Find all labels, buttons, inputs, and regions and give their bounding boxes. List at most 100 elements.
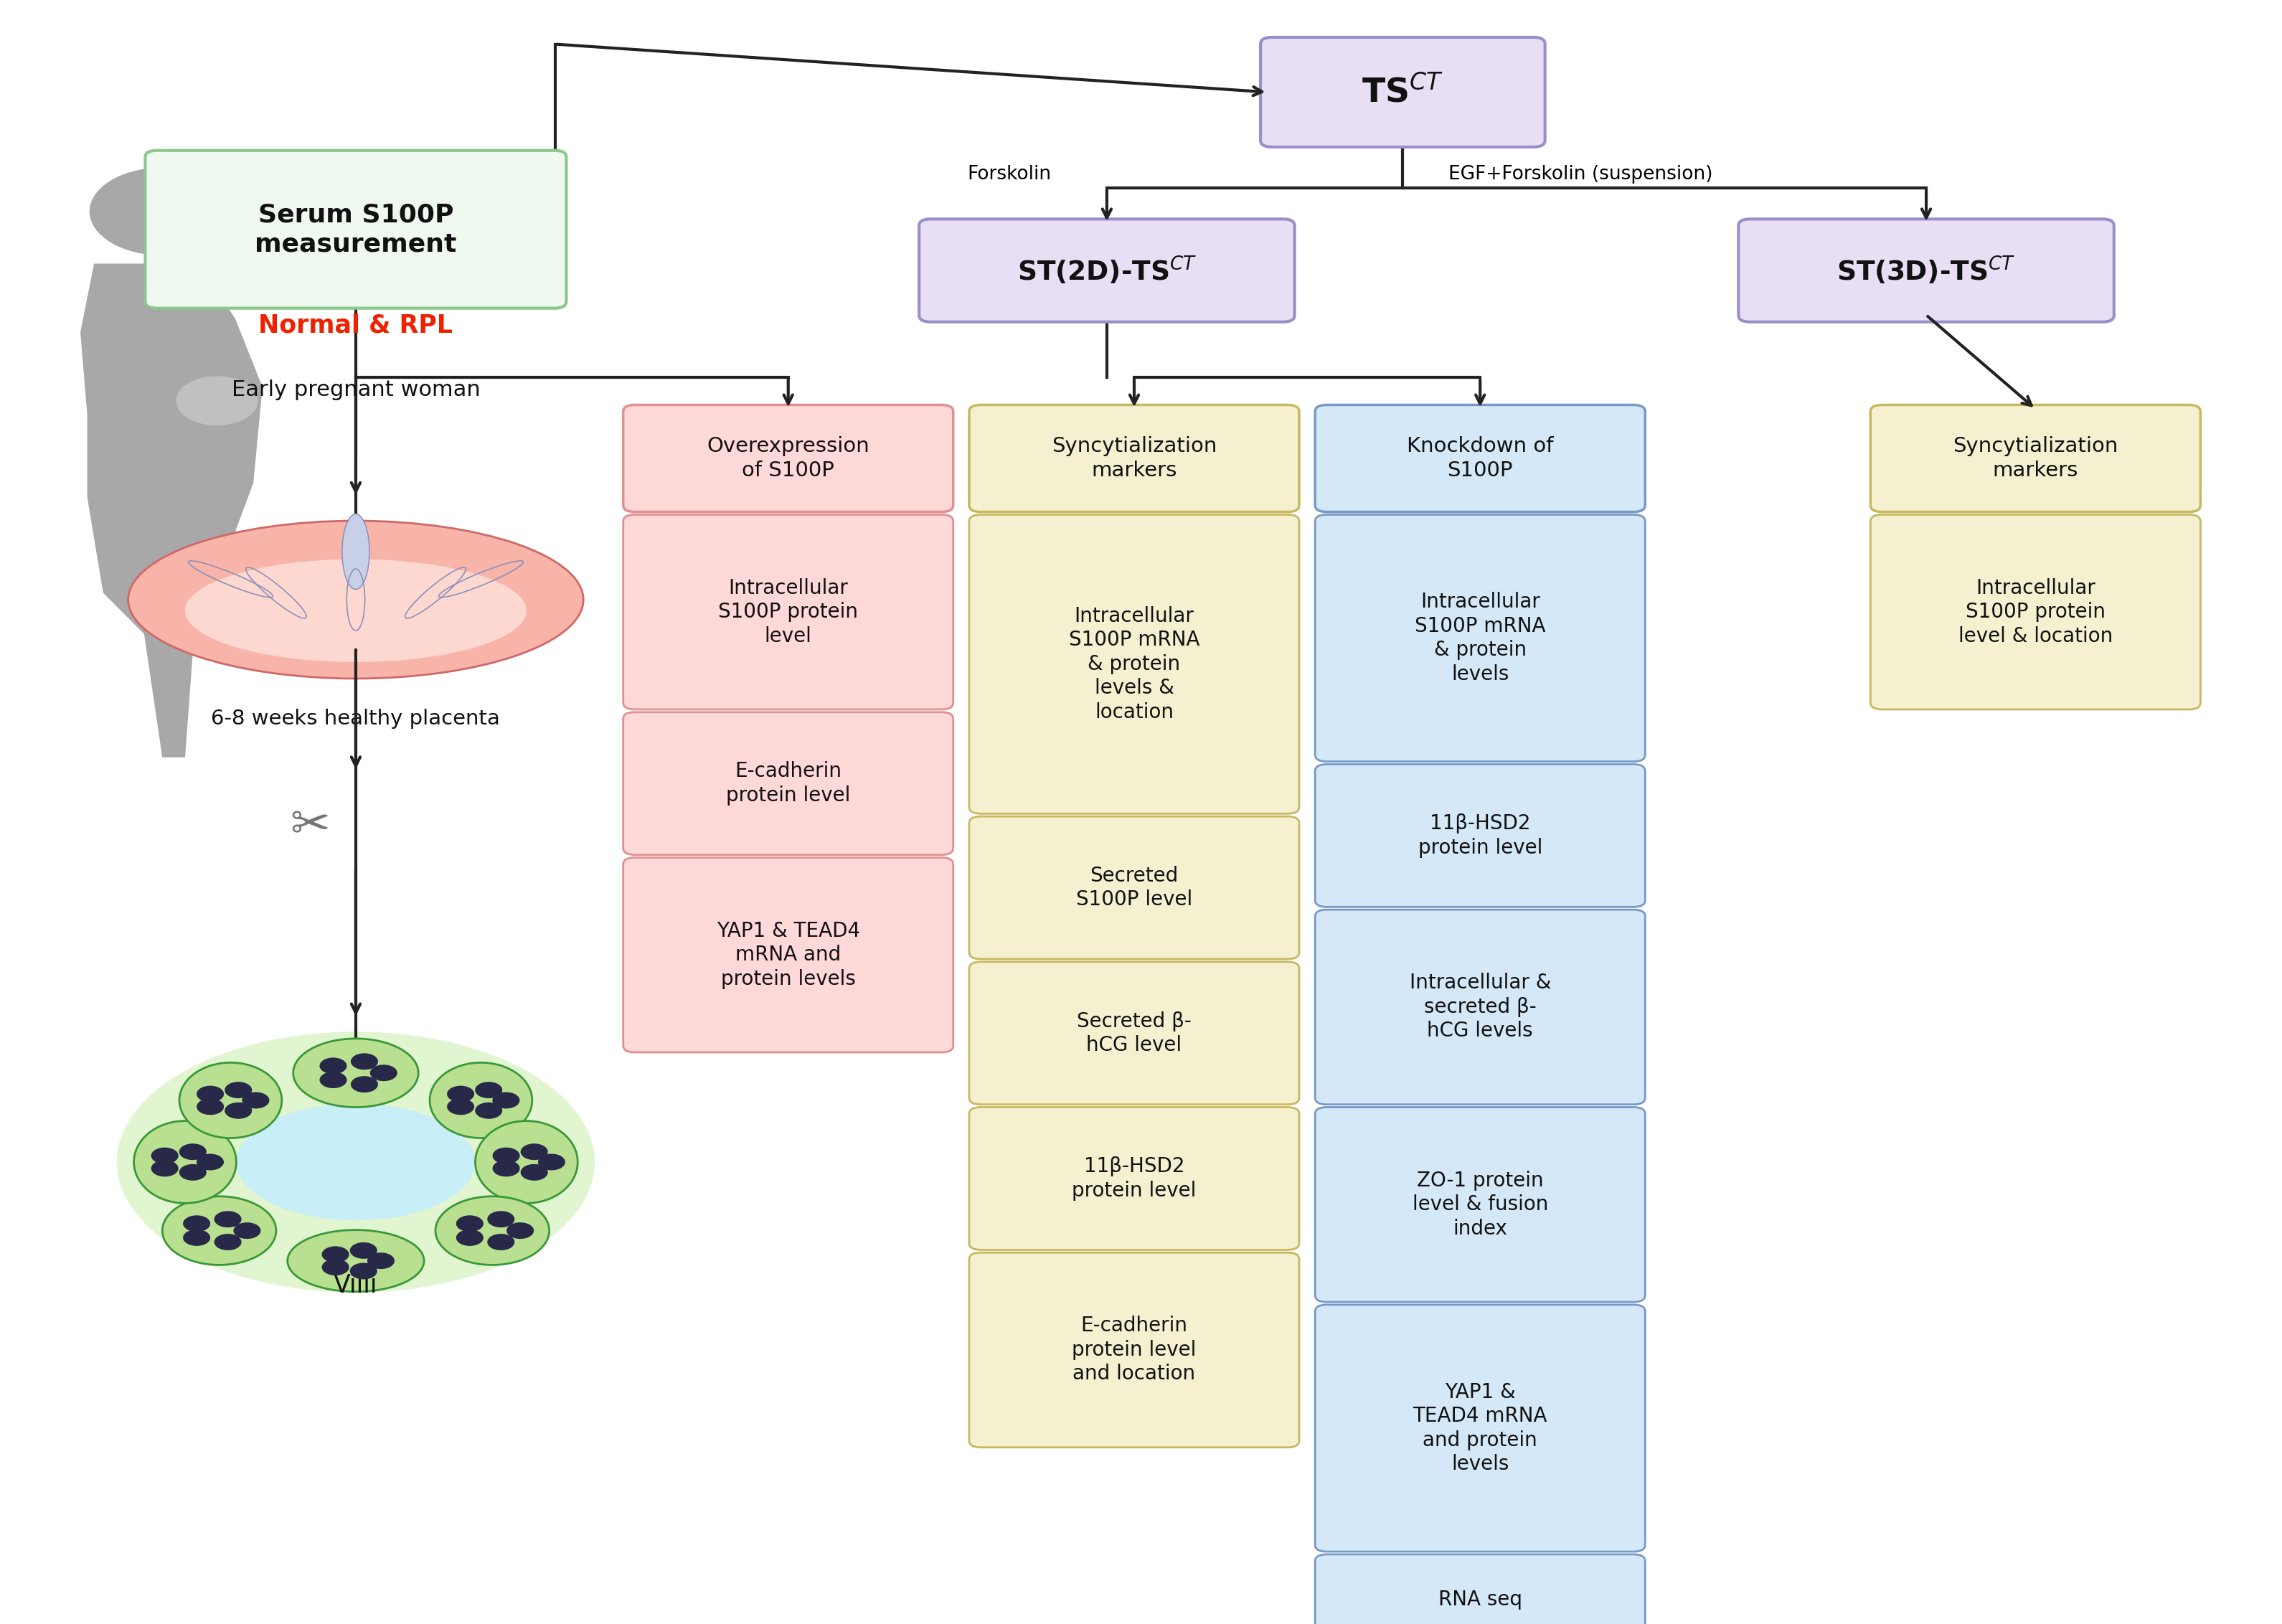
FancyBboxPatch shape [623,404,954,512]
Circle shape [507,1223,534,1239]
Circle shape [447,1098,475,1116]
Text: Syncytialization
markers: Syncytialization markers [1953,437,2118,481]
Ellipse shape [342,513,370,590]
Circle shape [89,167,235,255]
FancyBboxPatch shape [970,817,1298,960]
Ellipse shape [135,1121,237,1203]
Text: Intracellular
S100P mRNA
& protein
levels: Intracellular S100P mRNA & protein level… [1415,593,1545,684]
FancyBboxPatch shape [1871,404,2200,512]
Text: 11β-HSD2
protein level: 11β-HSD2 protein level [1417,814,1543,857]
Text: ST(2D)-TS$^{CT}$: ST(2D)-TS$^{CT}$ [1018,255,1196,286]
Circle shape [215,1234,242,1250]
Circle shape [456,1229,484,1246]
FancyBboxPatch shape [1314,1108,1645,1302]
Circle shape [488,1234,516,1250]
Text: 6-8 weeks healthy placenta: 6-8 weeks healthy placenta [212,710,500,729]
Text: TS$^{CT}$: TS$^{CT}$ [1362,75,1445,109]
Ellipse shape [436,1197,550,1265]
Text: Serum S100P
measurement: Serum S100P measurement [256,203,456,257]
Circle shape [196,1086,224,1103]
Circle shape [196,1153,224,1171]
FancyBboxPatch shape [1314,1304,1645,1551]
Circle shape [196,1098,224,1116]
Circle shape [319,1072,347,1088]
Ellipse shape [237,1104,475,1220]
Circle shape [151,1148,178,1164]
FancyBboxPatch shape [970,961,1298,1104]
FancyBboxPatch shape [970,515,1298,814]
Text: ✂: ✂ [290,802,331,849]
FancyBboxPatch shape [1739,219,2113,322]
FancyBboxPatch shape [920,219,1294,322]
Ellipse shape [288,1229,424,1291]
Ellipse shape [292,1039,418,1108]
Circle shape [370,1065,397,1082]
Circle shape [176,377,258,425]
FancyBboxPatch shape [1314,765,1645,906]
FancyBboxPatch shape [623,857,954,1052]
Circle shape [488,1212,516,1228]
Circle shape [493,1160,520,1177]
Text: RNA seq: RNA seq [1438,1590,1522,1609]
Text: Knockdown of
S100P: Knockdown of S100P [1406,437,1554,481]
Circle shape [475,1082,502,1098]
Ellipse shape [162,1197,276,1265]
Ellipse shape [429,1062,532,1138]
Circle shape [183,1229,210,1246]
Ellipse shape [475,1121,577,1203]
Polygon shape [80,263,262,757]
Circle shape [183,1215,210,1233]
Circle shape [215,1212,242,1228]
Text: ZO-1 protein
level & fusion
index: ZO-1 protein level & fusion index [1413,1171,1547,1239]
Circle shape [180,1164,205,1181]
Text: E-cadherin
protein level: E-cadherin protein level [726,762,851,806]
Circle shape [349,1242,377,1259]
Circle shape [475,1103,502,1119]
Text: ST(3D)-TS$^{CT}$: ST(3D)-TS$^{CT}$ [1837,255,2015,286]
FancyBboxPatch shape [1871,515,2200,710]
Circle shape [493,1091,520,1109]
Text: Forskolin: Forskolin [968,166,1052,184]
Text: Intracellular
S100P protein
level & location: Intracellular S100P protein level & loca… [1958,578,2113,646]
Ellipse shape [128,521,584,679]
FancyBboxPatch shape [970,1252,1298,1447]
FancyBboxPatch shape [1314,1554,1645,1624]
Ellipse shape [180,1062,281,1138]
FancyBboxPatch shape [146,151,566,309]
Circle shape [520,1143,548,1160]
Text: Syncytialization
markers: Syncytialization markers [1052,437,1216,481]
Circle shape [322,1246,349,1263]
FancyBboxPatch shape [1314,515,1645,762]
Circle shape [180,1143,205,1160]
Circle shape [520,1164,548,1181]
Circle shape [447,1086,475,1103]
Text: Early pregnant woman: Early pregnant woman [230,380,479,400]
Circle shape [224,1082,251,1098]
Circle shape [351,1054,379,1070]
Text: YAP1 & TEAD4
mRNA and
protein levels: YAP1 & TEAD4 mRNA and protein levels [717,921,860,989]
Ellipse shape [116,1031,596,1293]
FancyBboxPatch shape [623,713,954,854]
FancyBboxPatch shape [1314,404,1645,512]
Ellipse shape [185,559,527,663]
Circle shape [151,1160,178,1177]
FancyBboxPatch shape [970,1108,1298,1250]
Circle shape [322,1259,349,1275]
Text: Overexpression
of S100P: Overexpression of S100P [707,437,869,481]
Text: Villi: Villi [333,1273,379,1298]
Text: Intracellular &
secreted β-
hCG levels: Intracellular & secreted β- hCG levels [1410,973,1552,1041]
Text: Secreted β-
hCG level: Secreted β- hCG level [1077,1012,1191,1056]
Text: 11β-HSD2
protein level: 11β-HSD2 protein level [1073,1156,1196,1200]
Text: Normal & RPL: Normal & RPL [258,313,454,338]
Circle shape [493,1148,520,1164]
Circle shape [233,1223,260,1239]
Text: E-cadherin
protein level
and location: E-cadherin protein level and location [1073,1315,1196,1384]
Circle shape [242,1091,269,1109]
Circle shape [367,1252,395,1268]
Text: YAP1 &
TEAD4 mRNA
and protein
levels: YAP1 & TEAD4 mRNA and protein levels [1413,1382,1547,1475]
FancyBboxPatch shape [1314,909,1645,1104]
FancyBboxPatch shape [623,515,954,710]
Circle shape [351,1077,379,1093]
Circle shape [349,1263,377,1280]
Text: EGF+Forskolin (suspension): EGF+Forskolin (suspension) [1449,166,1712,184]
